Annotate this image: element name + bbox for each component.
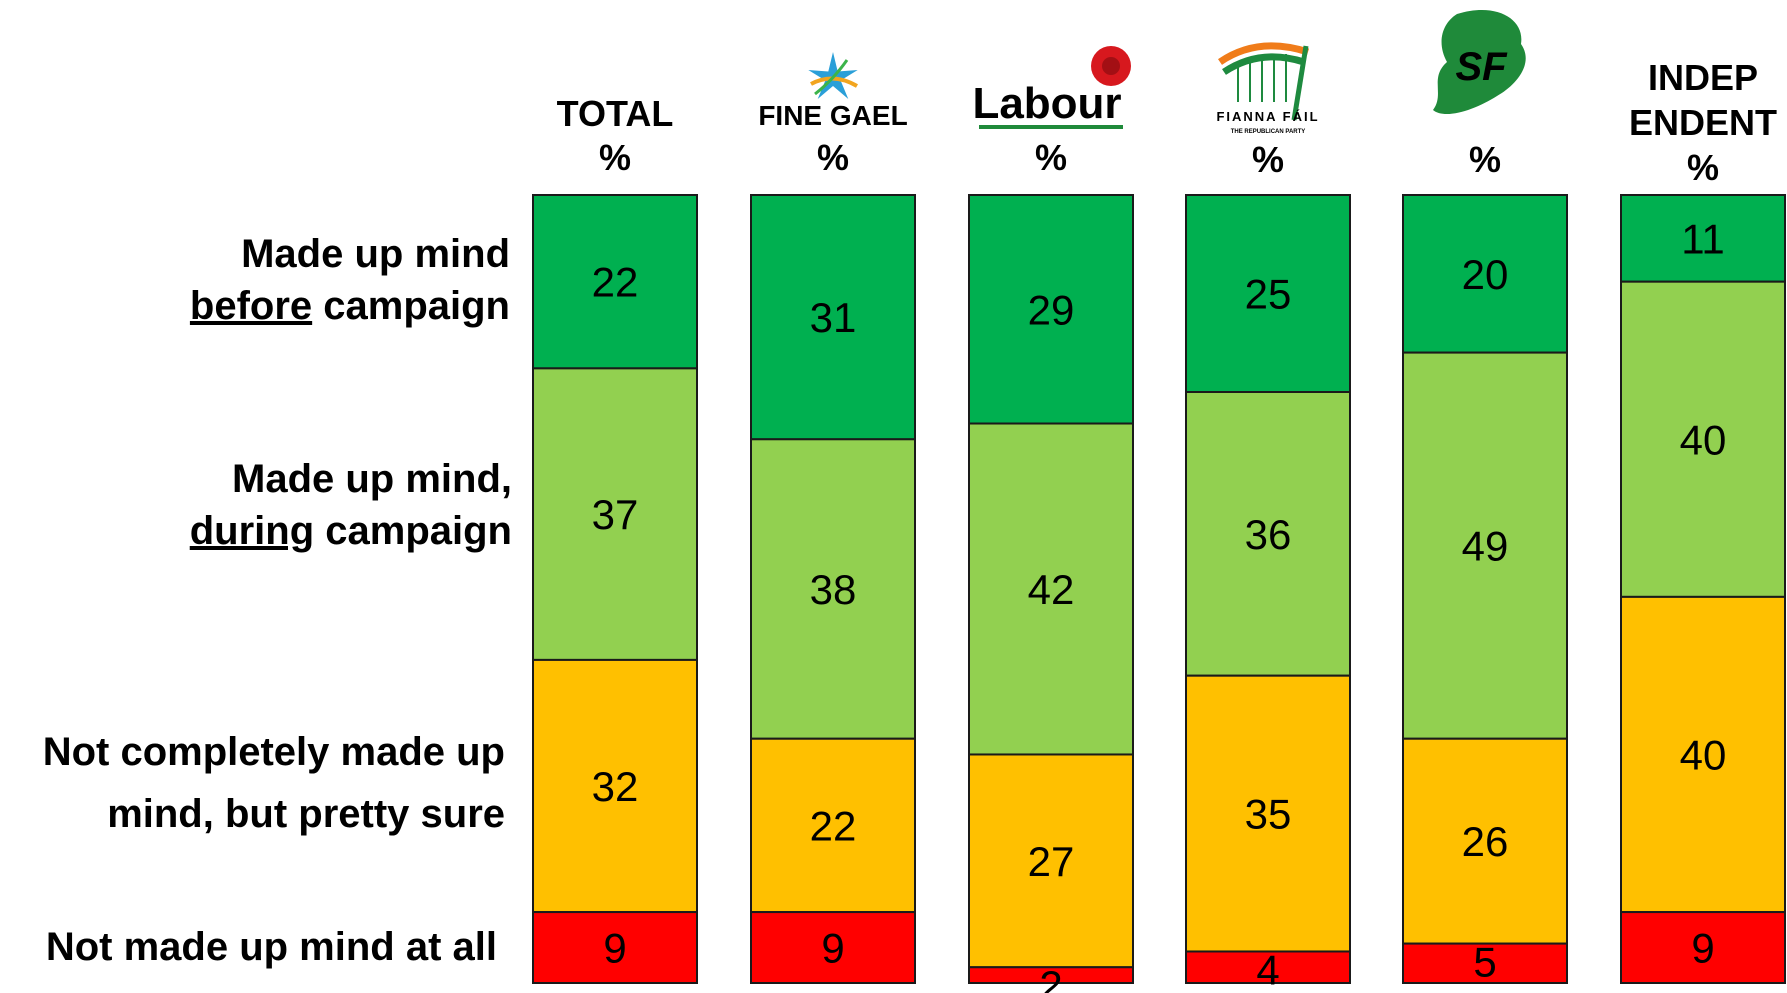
ireland-map-shape bbox=[1433, 9, 1526, 115]
header-fianna-fail: FIANNA FÁIL THE REPUBLICAN PARTY% bbox=[1216, 42, 1319, 180]
data-label: 22 bbox=[810, 802, 857, 849]
header-title-line2: ENDENT bbox=[1629, 102, 1777, 143]
bar-segment bbox=[1185, 194, 1351, 393]
data-label: 4 bbox=[1256, 946, 1279, 993]
data-label: 36 bbox=[1245, 511, 1292, 558]
fianna-fail-logo-icon bbox=[1218, 42, 1310, 121]
header-unit: % bbox=[1687, 147, 1719, 188]
data-label: 40 bbox=[1680, 416, 1727, 463]
series-label-2: Made up mind, during campaign bbox=[190, 457, 512, 553]
data-label: 11 bbox=[1681, 215, 1725, 262]
bar-segment bbox=[750, 438, 916, 740]
data-label: 2 bbox=[1039, 962, 1062, 993]
bar-segment bbox=[1402, 194, 1568, 354]
header-labour: Labour% bbox=[972, 46, 1131, 178]
fine-gael-logo-icon bbox=[808, 52, 859, 99]
data-label: 32 bbox=[592, 763, 639, 810]
data-label: 27 bbox=[1028, 838, 1075, 885]
bar-segment bbox=[532, 658, 698, 914]
series-label-line: mind, but pretty sure bbox=[107, 792, 505, 836]
bar-segment bbox=[1620, 194, 1786, 283]
data-label: 26 bbox=[1462, 818, 1509, 865]
data-label: 31 bbox=[810, 294, 857, 341]
fianna-fail-logo-text: FIANNA FÁIL bbox=[1216, 109, 1319, 124]
bar-segment bbox=[968, 194, 1134, 425]
header-unit: % bbox=[1469, 139, 1501, 180]
data-label: 38 bbox=[810, 566, 857, 613]
header-unit: % bbox=[1252, 139, 1284, 180]
bar-column-total: 22 37 32 9 bbox=[532, 194, 698, 985]
series-label-line: Made up mind, bbox=[232, 457, 512, 501]
header-total: TOTAL% bbox=[557, 93, 674, 178]
data-label: 9 bbox=[1691, 925, 1714, 972]
header-unit: % bbox=[599, 137, 631, 178]
header-unit: % bbox=[1035, 137, 1067, 178]
harp-pillar bbox=[1291, 45, 1309, 121]
bar-segment bbox=[532, 194, 698, 370]
series-label-3: Not completely made up mind, but pretty s… bbox=[43, 730, 505, 836]
bar-segment bbox=[1402, 737, 1568, 945]
bar-segment bbox=[1185, 674, 1351, 953]
star-swoosh bbox=[814, 59, 849, 96]
series-label-1: Made up mind before campaign bbox=[190, 232, 510, 328]
header-unit: % bbox=[817, 137, 849, 178]
header-title-line1: INDEP bbox=[1648, 57, 1758, 98]
bar-column-labour: 29 42 27 2 bbox=[968, 194, 1134, 993]
data-label: 9 bbox=[603, 925, 626, 972]
series-label-line: before campaign bbox=[190, 284, 510, 328]
harp-arc-orange bbox=[1218, 42, 1310, 65]
bar-segment bbox=[1402, 942, 1568, 984]
bar-segment bbox=[532, 367, 698, 661]
rose-center bbox=[1102, 57, 1120, 75]
data-label: 40 bbox=[1680, 731, 1727, 778]
harp-arc-green bbox=[1222, 53, 1306, 75]
series-label-line: Made up mind bbox=[241, 232, 510, 276]
data-label: 29 bbox=[1028, 286, 1075, 333]
labour-logo-text: Labour bbox=[972, 79, 1121, 128]
data-label: 9 bbox=[821, 925, 844, 972]
fine-gael-logo-text: FINE GAEL bbox=[758, 100, 907, 131]
sinn-fein-logo-text: SF bbox=[1455, 45, 1508, 89]
bar-column-sf: 20 49 26 5 bbox=[1402, 194, 1568, 986]
bar-column-fianna-f-il: 25 36 35 4 bbox=[1185, 194, 1351, 993]
data-label: 25 bbox=[1245, 271, 1292, 318]
bar-segment bbox=[1620, 911, 1786, 985]
bar-segment bbox=[1620, 595, 1786, 914]
series-labels: Made up mind before campaign Made up mind,… bbox=[43, 232, 512, 969]
bar-segment bbox=[750, 911, 916, 985]
bar-segment bbox=[968, 966, 1134, 984]
series-label-line: Not completely made up bbox=[43, 730, 505, 774]
data-label: 20 bbox=[1462, 251, 1509, 298]
bar-segment bbox=[1402, 351, 1568, 740]
bar-segment bbox=[968, 753, 1134, 969]
header-fine-gael: FINE GAEL% bbox=[758, 52, 908, 178]
header-sinn-fein: SF% bbox=[1433, 9, 1526, 180]
series-label-4: Not made up mind at all bbox=[46, 925, 497, 969]
bar-segment bbox=[1185, 950, 1351, 984]
bar-segment bbox=[968, 422, 1134, 756]
data-label: 37 bbox=[592, 491, 639, 538]
series-label-line: Not made up mind at all bbox=[46, 925, 497, 969]
bar-column-fine-gael: 31 38 22 9 bbox=[750, 194, 916, 985]
series-label-line: during campaign bbox=[190, 509, 512, 553]
bar-segment bbox=[532, 911, 698, 985]
data-label: 42 bbox=[1028, 566, 1075, 613]
bar-segment bbox=[1185, 391, 1351, 677]
bar-column-independent: 11 40 40 9 bbox=[1620, 194, 1786, 985]
data-label: 22 bbox=[592, 259, 639, 306]
bars: 22 37 32 9 31 38 22 9 29 42 27 2 25 36 35 4 20 49 26 5 11 40 4… bbox=[532, 194, 1786, 993]
bar-segment bbox=[1620, 280, 1786, 598]
data-label: 49 bbox=[1462, 523, 1509, 570]
fianna-fail-logo-subtext: THE REPUBLICAN PARTY bbox=[1231, 129, 1306, 135]
data-label: 5 bbox=[1473, 939, 1496, 986]
bar-segment bbox=[750, 737, 916, 914]
labour-logo-icon bbox=[979, 46, 1131, 129]
sinn-fein-logo-icon bbox=[1433, 9, 1526, 115]
data-label: 35 bbox=[1245, 791, 1292, 838]
header-title: TOTAL bbox=[557, 93, 674, 134]
